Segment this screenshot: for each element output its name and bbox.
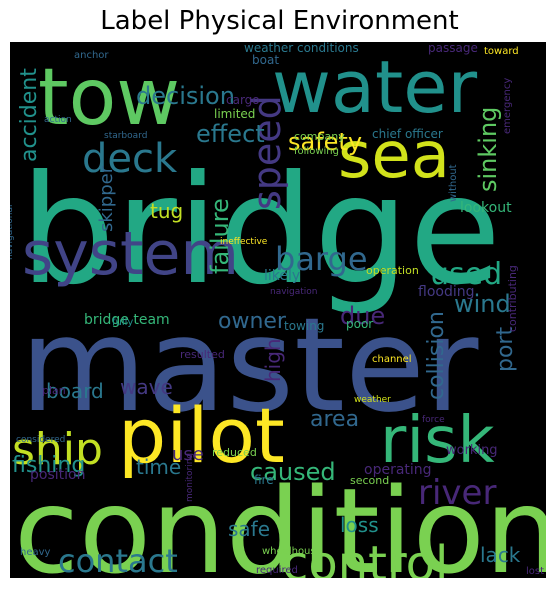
word-cargo: cargo [226, 93, 260, 107]
word-accident: accident [17, 68, 42, 162]
word-fire: fire [254, 473, 274, 487]
word-ship: ship [12, 424, 103, 475]
word-contributing: contributing [506, 265, 519, 332]
word-lost: lost [526, 566, 544, 577]
word-speed: speed [245, 95, 289, 210]
word-chief-officer: chief officer [372, 127, 443, 141]
word-skipper: skipper [96, 165, 117, 232]
word-operation: operation [366, 264, 419, 277]
word-due: due [340, 302, 385, 330]
word-area: area [310, 407, 359, 432]
word-pilot: pilot [118, 391, 285, 480]
word-navigational: navigational [10, 204, 15, 260]
word-force: force [422, 415, 445, 425]
chart-title: Label Physical Environment [100, 6, 459, 36]
word-toward: toward [484, 46, 519, 57]
word-water: water [272, 45, 478, 129]
word-plan: plan [42, 384, 66, 397]
word-position: position [30, 467, 85, 483]
word-bridge-team: bridge team [84, 312, 170, 328]
word-barge: barge [275, 240, 368, 278]
word-without: without [448, 164, 459, 202]
word-fishing: fishing [12, 453, 85, 478]
word-poor: poor [346, 317, 373, 331]
word-channel: channel [372, 354, 412, 365]
word-safe: safe [228, 517, 270, 541]
word-reduced: reduced [212, 446, 257, 459]
word-tug: tug [150, 199, 183, 223]
word-port: port [493, 327, 518, 372]
word-towing: towing [284, 319, 324, 333]
word-control: control [282, 536, 448, 578]
word-master: master [20, 289, 479, 441]
word-monitoring: monitoring [185, 453, 195, 502]
word-wheelhouse: wheelhouse [262, 546, 322, 557]
cloud-background [10, 42, 546, 578]
word-limited: limited [214, 107, 255, 121]
word-likely: likely [264, 268, 300, 284]
word-collision: collision [424, 311, 449, 400]
word-boat: boat [252, 53, 279, 67]
word-system: system [22, 219, 239, 289]
word-loss: loss [340, 513, 379, 537]
word-safety: safety [288, 128, 362, 156]
word-navigation: navigation [270, 287, 318, 297]
word-time: time [136, 455, 181, 479]
word-weather-conditions: weather conditions [244, 42, 359, 55]
word-failure: failure [206, 198, 234, 274]
word-weather: weather [354, 395, 391, 405]
word-owner: owner [218, 309, 287, 334]
word-bridge: bridge [20, 144, 501, 318]
word-lookout: lookout [460, 200, 512, 216]
word-sinking: sinking [474, 107, 502, 192]
word-board: board [46, 379, 104, 403]
word-resulted: resulted [180, 348, 225, 361]
word-use: use [172, 444, 204, 465]
word-sea: sea [338, 119, 450, 193]
word-river: river [418, 473, 496, 513]
word-emergency: emergency [502, 78, 513, 134]
word-heavy: heavy [20, 547, 51, 558]
word-action: action [44, 115, 72, 125]
word-considered: considered [16, 435, 65, 445]
word-wind: wind [454, 290, 511, 318]
word-flooding: flooding [418, 284, 475, 300]
word-anchor: anchor [74, 50, 109, 61]
word-high: high [261, 338, 285, 382]
word-company: company [294, 130, 345, 143]
word-fully: fully [112, 317, 133, 328]
word-operating: operating [364, 462, 432, 478]
word-caused: caused [250, 458, 336, 486]
word-risk: risk [380, 404, 495, 478]
word-working: working [446, 443, 498, 458]
word-decision: decision [136, 82, 235, 110]
word-starboard: starboard [104, 131, 147, 141]
word-required: required [256, 565, 298, 576]
word-deck: deck [82, 136, 178, 182]
word-effect: effect [196, 120, 265, 148]
word-condition: condition [14, 462, 546, 578]
word-wave: wave [120, 375, 173, 399]
word-tow: tow [38, 53, 180, 143]
word-following: following [294, 146, 339, 157]
word-passage: passage [428, 42, 478, 55]
word-contact: contact [58, 542, 178, 578]
word-ineffective: ineffective [220, 237, 268, 247]
word-second: second [350, 474, 389, 487]
word-used: used [430, 257, 502, 292]
word-lack: lack [480, 543, 521, 567]
